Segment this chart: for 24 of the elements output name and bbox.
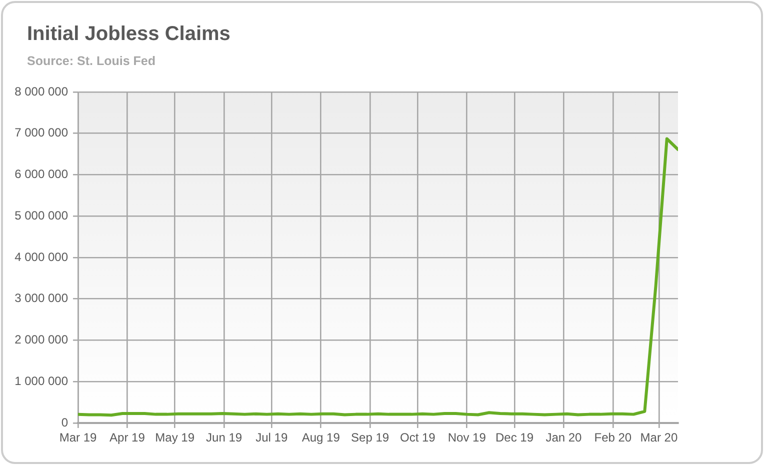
x-tick-label: Apr 19 bbox=[110, 430, 146, 445]
y-tick-label: 5 000 000 bbox=[14, 208, 68, 222]
y-tick-label: 0 bbox=[61, 415, 68, 430]
x-tick-label: Jan 20 bbox=[546, 430, 582, 445]
x-tick-label: Jul 19 bbox=[256, 430, 288, 445]
y-tick-label: 2 000 000 bbox=[14, 332, 68, 347]
chart-subtitle: Source: St. Louis Fed bbox=[27, 53, 156, 69]
y-tick-label: 8 000 000 bbox=[14, 84, 68, 98]
x-tick-label: Jun 19 bbox=[206, 430, 242, 445]
y-tick-label: 1 000 000 bbox=[14, 374, 68, 388]
x-tick-label: Aug 19 bbox=[302, 430, 340, 445]
x-tick-label: May 19 bbox=[155, 430, 195, 445]
y-tick-label: 4 000 000 bbox=[14, 250, 68, 264]
x-tick-label: Dec 19 bbox=[495, 430, 534, 445]
x-tick-label: Oct 19 bbox=[400, 430, 436, 445]
x-tick-label: Nov 19 bbox=[448, 430, 486, 445]
x-tick-label: Mar 19 bbox=[59, 430, 97, 445]
y-tick-label: 6 000 000 bbox=[14, 167, 68, 182]
y-tick-label: 7 000 000 bbox=[14, 126, 68, 140]
x-tick-label: Mar 20 bbox=[640, 430, 678, 445]
x-tick-label: Feb 20 bbox=[594, 430, 632, 445]
x-tick-label: Sep 19 bbox=[351, 430, 390, 445]
chart-title: Initial Jobless Claims bbox=[27, 22, 230, 46]
y-tick-label: 3 000 000 bbox=[14, 291, 68, 306]
